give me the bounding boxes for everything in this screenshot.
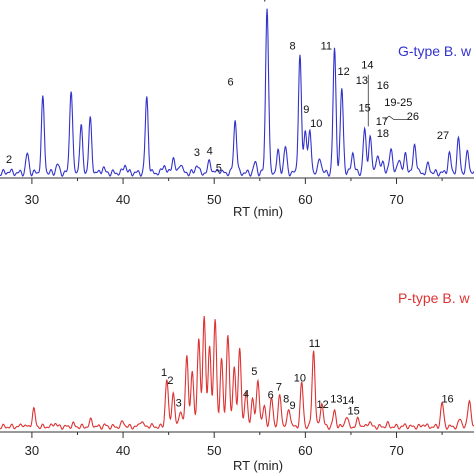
peak-label: 2 (167, 375, 173, 387)
peak-label: 7 (276, 382, 282, 394)
x-axis-title-bottom: RT (min) (233, 458, 283, 473)
x-tick-label: 50 (207, 192, 221, 207)
peak-label: 7 (262, 0, 268, 4)
peak-label: 4 (243, 388, 249, 400)
x-tick-label: 70 (389, 443, 403, 458)
p-type-chromatogram: P-type B. w RT (min) 30 40 50 60 70123456789… (0, 290, 474, 473)
peak-label: 3 (176, 398, 182, 410)
peak-group-bracket (384, 115, 411, 120)
peak-label: 27 (437, 130, 449, 142)
peak-label: 8 (283, 394, 289, 406)
peak-label: 4 (207, 145, 213, 157)
peak-label: 8 (290, 40, 296, 52)
peak-label: 3 (194, 147, 200, 159)
peak-label: 12 (317, 399, 329, 411)
peak-label: 15 (348, 405, 360, 417)
g-type-chromatogram: G-type B. w RT (min) 3040506070234567891… (0, 0, 474, 219)
x-tick-label: 50 (207, 443, 221, 458)
peak-label: 5 (251, 366, 257, 378)
legend-g-type: G-type B. w (398, 43, 472, 59)
peak-label: 6 (228, 77, 234, 89)
x-tick-label: 70 (389, 192, 403, 207)
peak-label: 9 (290, 400, 296, 412)
peak-label: 13 (356, 75, 368, 87)
x-tick-label: 40 (116, 192, 130, 207)
peak-label: 9 (303, 104, 309, 116)
x-tick-label: 60 (298, 443, 312, 458)
x-tick-label: 30 (25, 192, 39, 207)
legend-p-type: P-type B. w (398, 290, 470, 306)
peak-label: 16 (441, 394, 453, 406)
p-type-trace (0, 316, 474, 430)
peak-label: 11 (321, 40, 332, 52)
peak-label: 16 (377, 80, 389, 92)
peak-label: 10 (310, 118, 322, 130)
peak-label: 10 (294, 372, 306, 384)
peak-label: 17 (376, 116, 388, 128)
x-tick-label: 40 (116, 443, 130, 458)
g-type-trace (0, 8, 474, 177)
peak-label: 12 (338, 66, 350, 78)
peak-label: 2 (6, 154, 12, 166)
peak-label: 26 (407, 111, 419, 123)
peak-label: 6 (268, 390, 274, 402)
peak-label: 14 (342, 395, 354, 407)
peak-label: 19-25 (384, 97, 412, 109)
peak-label: 13 (330, 394, 342, 406)
peak-label: 18 (377, 128, 389, 140)
peak-label: 15 (358, 102, 370, 114)
peak-label: 1 (161, 367, 167, 379)
x-tick-label: 30 (25, 443, 39, 458)
x-tick-label: 60 (298, 192, 312, 207)
peak-label: 5 (216, 163, 222, 175)
x-axis-title-top: RT (min) (233, 204, 283, 219)
peak-label: 11 (309, 338, 320, 350)
peak-label: 14 (361, 59, 373, 71)
